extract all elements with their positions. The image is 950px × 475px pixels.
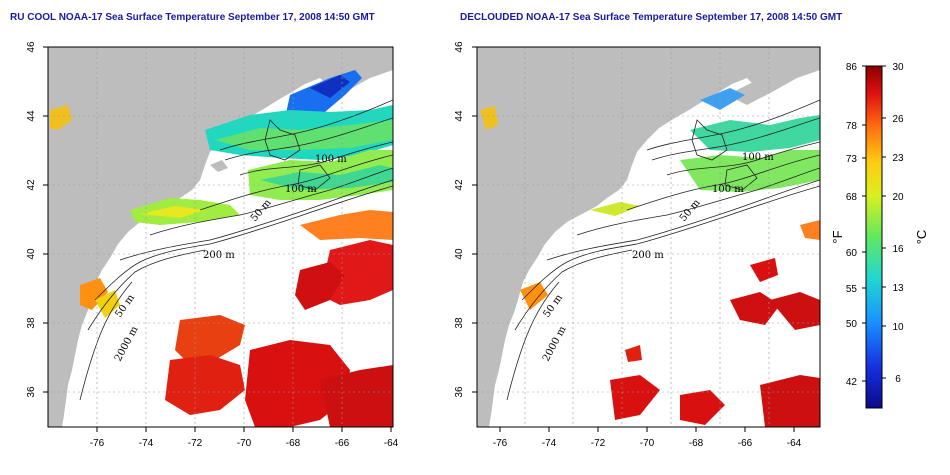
colorbar-tick-marks — [862, 65, 886, 382]
right-lon-tick: -66 — [738, 438, 753, 449]
celsius-tick: 30 — [892, 62, 904, 73]
right-gridlines — [477, 47, 820, 427]
right-lon-tick: -74 — [542, 438, 557, 449]
colorbar-celsius-labels: 30 26 23 20 16 13 10 6 — [892, 62, 904, 385]
right-lon-tick: -70 — [640, 438, 655, 449]
celsius-tick: 13 — [892, 283, 904, 294]
left-contour-label-100m-a: 100 m — [315, 154, 347, 165]
right-lat-tick: 44 — [454, 110, 465, 122]
right-lat-tick: 38 — [454, 317, 465, 329]
right-map: 100 m 100 m 50 m 200 m 50 m 2000 m -76 -… — [454, 41, 821, 449]
right-lon-labels: -76 -74 -72 -70 -68 -66 -64 — [493, 438, 802, 449]
celsius-tick: 6 — [895, 374, 901, 385]
fahrenheit-tick: 55 — [846, 284, 858, 295]
left-lon-tick: -66 — [335, 438, 350, 449]
left-map-frame — [47, 46, 394, 428]
left-lon-tick: -76 — [90, 438, 105, 449]
left-contour-label-200m: 200 m — [203, 250, 235, 261]
left-lat-tick: 46 — [26, 41, 37, 53]
left-lon-tick: -68 — [286, 438, 301, 449]
left-tick-marks — [43, 46, 392, 432]
right-tick-marks — [472, 46, 795, 432]
fahrenheit-tick: 50 — [846, 319, 858, 330]
right-contour-label-100m-b: 100 m — [712, 184, 744, 195]
right-contour-label-200m: 200 m — [632, 250, 664, 261]
colorbar: 86 78 73 68 60 55 50 42 30 26 23 20 16 1… — [830, 62, 929, 409]
right-land — [477, 47, 820, 427]
left-lat-tick: 44 — [26, 110, 37, 122]
left-bathymetry-contours — [79, 99, 393, 401]
right-panel-title: DECLOUDED NOAA-17 Sea Surface Temperatur… — [460, 12, 843, 23]
right-lon-tick: -76 — [493, 438, 508, 449]
right-map-frame — [476, 46, 821, 428]
right-lat-tick: 46 — [454, 41, 465, 53]
left-lat-tick: 36 — [26, 386, 37, 398]
fahrenheit-tick: 42 — [846, 377, 858, 388]
left-lat-labels: 46 44 42 40 38 36 — [26, 41, 37, 398]
celsius-tick: 10 — [892, 322, 904, 333]
left-lat-tick: 40 — [26, 248, 37, 260]
left-lat-tick: 42 — [26, 179, 37, 191]
right-lon-tick: -64 — [787, 438, 802, 449]
celsius-tick: 23 — [892, 153, 904, 164]
left-lon-tick: -74 — [139, 438, 154, 449]
left-map: 100 m 100 m 50 m 200 m 50 m 2000 m -76 -… — [26, 41, 399, 449]
celsius-tick: 20 — [892, 192, 904, 203]
right-lat-tick: 42 — [454, 179, 465, 191]
fahrenheit-tick: 73 — [846, 154, 858, 165]
celsius-unit-label: °C — [914, 230, 929, 245]
right-contour-label-100m-a: 100 m — [742, 152, 774, 163]
fahrenheit-tick: 78 — [846, 121, 858, 132]
right-lon-tick: -68 — [689, 438, 704, 449]
left-lon-labels: -76 -74 -72 -70 -68 -66 -64 — [90, 438, 399, 449]
left-gridlines — [48, 47, 393, 427]
right-nova-scotia — [727, 58, 820, 105]
colorbar-gradient — [865, 65, 883, 409]
fahrenheit-tick: 68 — [846, 192, 858, 203]
left-contour-label-100m-b: 100 m — [285, 184, 317, 195]
left-land — [48, 47, 393, 427]
right-lat-tick: 36 — [454, 386, 465, 398]
right-lon-tick: -72 — [591, 438, 606, 449]
left-panel-title: RU COOL NOAA-17 Sea Surface Temperature … — [10, 12, 375, 23]
right-lat-labels: 46 44 42 40 38 36 — [454, 41, 465, 398]
fahrenheit-tick: 60 — [846, 248, 858, 259]
celsius-tick: 26 — [892, 114, 904, 125]
left-lon-tick: -64 — [384, 438, 399, 449]
right-lat-tick: 40 — [454, 248, 465, 260]
celsius-tick: 16 — [892, 244, 904, 255]
left-lon-tick: -70 — [237, 438, 252, 449]
right-sst-patches — [480, 88, 820, 427]
left-cape-cod — [210, 160, 228, 172]
left-lon-tick: -72 — [188, 438, 203, 449]
colorbar-fahrenheit-labels: 86 78 73 68 60 55 50 42 — [846, 62, 858, 388]
fahrenheit-tick: 86 — [846, 62, 858, 73]
fahrenheit-unit-label: °F — [830, 230, 845, 243]
left-lat-tick: 38 — [26, 317, 37, 329]
